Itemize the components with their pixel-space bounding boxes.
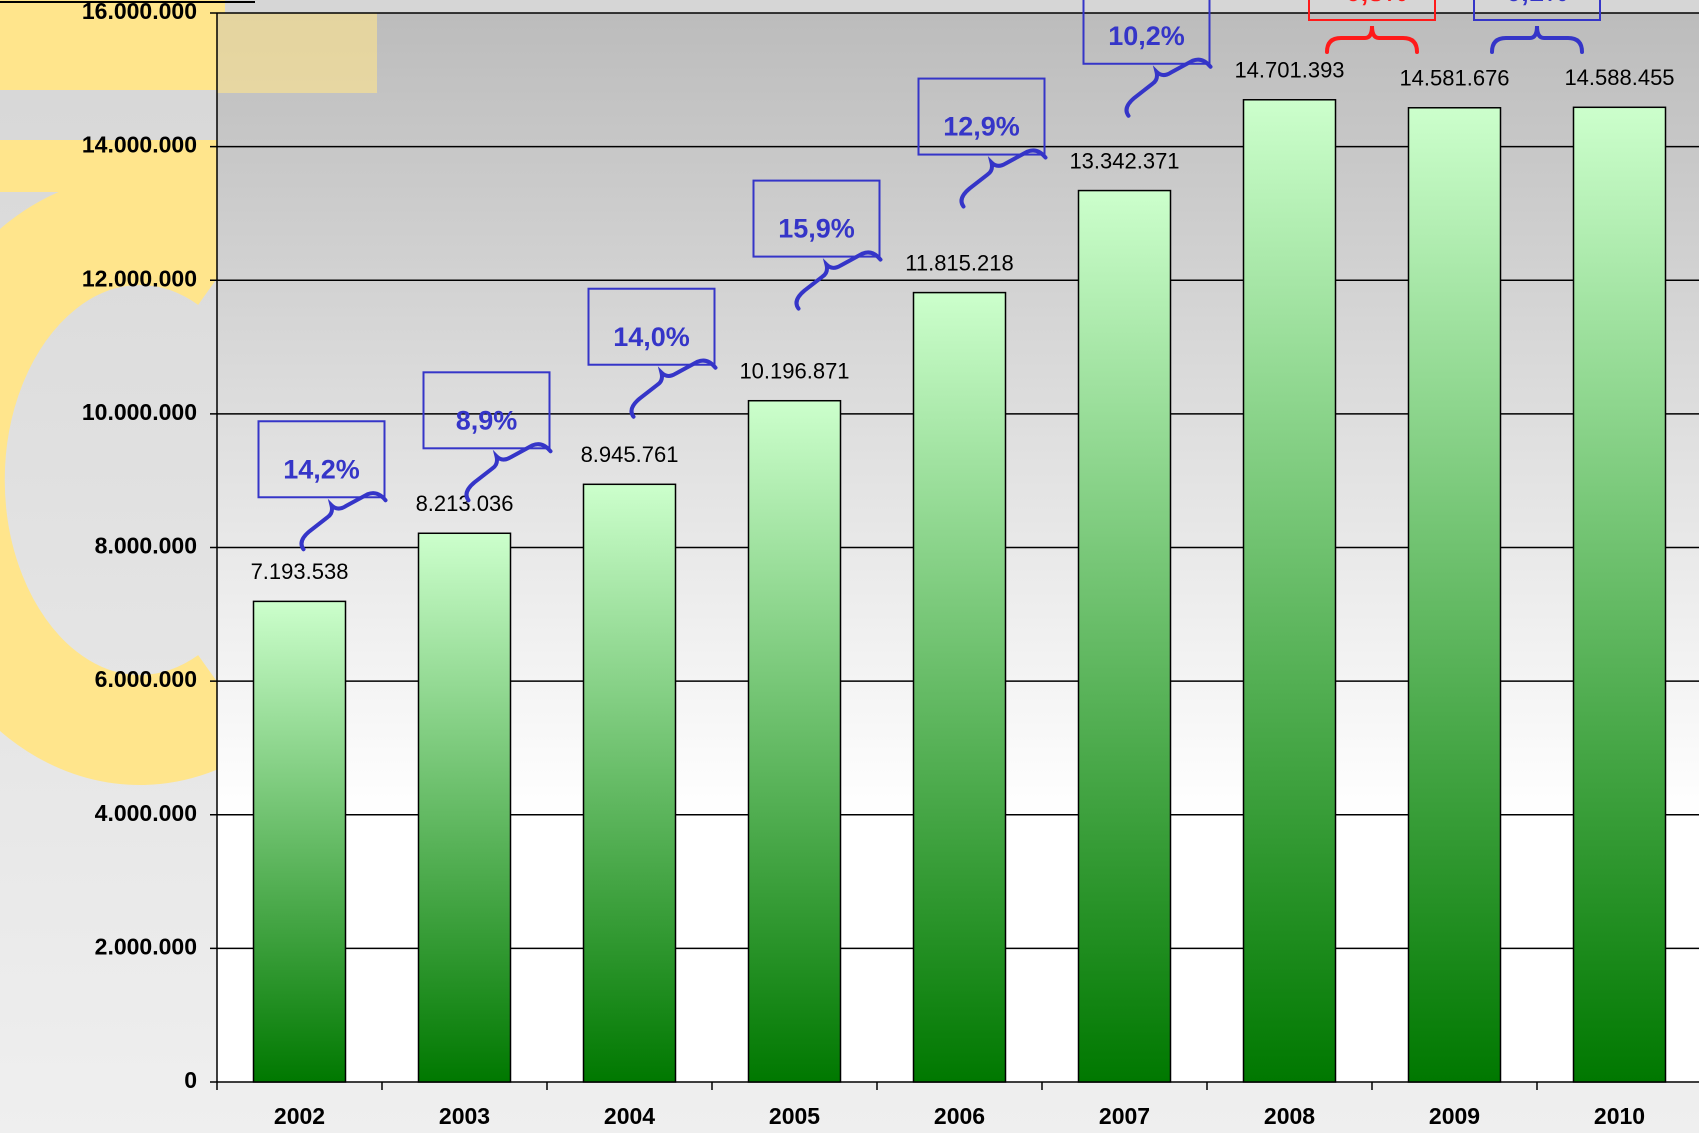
x-tick-label: 2004 <box>604 1103 655 1129</box>
value-label: 7.193.538 <box>251 559 349 584</box>
annotation-label: -0,8% <box>1337 0 1408 7</box>
x-tick-label: 2002 <box>274 1103 325 1129</box>
bar <box>1572 106 1667 1083</box>
annotation-brace <box>794 250 883 311</box>
value-label: 10.196.871 <box>739 359 849 384</box>
x-tick-label: 2010 <box>1594 1103 1645 1129</box>
growth-annotation: 15,9% <box>752 179 883 311</box>
annotation-brace <box>629 358 718 419</box>
annotation-label: 14,0% <box>613 322 690 352</box>
y-tick-label: 6.000.000 <box>95 666 197 692</box>
bar <box>1407 107 1502 1083</box>
y-tick-label: 14.000.000 <box>82 132 197 158</box>
bar <box>417 532 512 1083</box>
bar <box>582 483 677 1083</box>
value-label: 14.701.393 <box>1234 58 1344 83</box>
y-tick-label: 10.000.000 <box>82 399 197 425</box>
annotation-box <box>257 420 386 499</box>
annotation-label: 10,2% <box>1108 21 1185 51</box>
annotation-box <box>1308 0 1436 21</box>
x-tick-label: 2007 <box>1099 1103 1150 1129</box>
x-tick-label: 2009 <box>1429 1103 1480 1129</box>
euro-decoration <box>0 0 262 785</box>
annotation-box <box>917 77 1046 156</box>
y-tick-label: 0 <box>184 1067 197 1093</box>
annotation-brace <box>1325 25 1419 54</box>
annotation-label: 0,1% <box>1506 0 1568 7</box>
growth-annotation: 14,2% <box>257 420 388 552</box>
y-tick-label: 8.000.000 <box>95 533 197 559</box>
value-label: 11.815.218 <box>905 250 1013 275</box>
annotation-brace <box>959 148 1048 209</box>
annotation-label: 12,9% <box>943 112 1020 142</box>
value-label: 8.945.761 <box>581 442 679 467</box>
bar <box>912 291 1007 1083</box>
bar <box>252 600 347 1083</box>
annotation-brace <box>299 491 388 552</box>
bar <box>1077 189 1172 1083</box>
y-tick-label: 2.000.000 <box>95 933 197 959</box>
annotation-label: 15,9% <box>778 214 855 244</box>
y-tick-label: 12.000.000 <box>82 265 197 291</box>
annotation-label: 8,9% <box>456 405 518 435</box>
annotation-box <box>752 179 881 258</box>
value-label: 14.581.676 <box>1399 66 1509 91</box>
x-tick-label: 2006 <box>934 1103 985 1129</box>
growth-annotation: 8,9% <box>422 371 553 503</box>
x-tick-label: 2003 <box>439 1103 490 1129</box>
growth-annotation: 12,9% <box>917 77 1048 209</box>
annotation-box <box>1473 0 1601 21</box>
annotation-box <box>587 287 716 366</box>
value-label: 14.588.455 <box>1564 65 1674 90</box>
bar <box>1242 99 1337 1083</box>
growth-annotation: 10,2% <box>1082 0 1213 118</box>
annotation-brace <box>1490 25 1584 54</box>
growth-annotation: 0,1% <box>1473 0 1601 54</box>
bar <box>747 399 842 1083</box>
annotation-brace <box>464 442 553 503</box>
x-tick-label: 2005 <box>769 1103 820 1129</box>
annotation-box <box>1082 0 1211 65</box>
euro-decoration <box>217 13 377 93</box>
y-tick-label: 4.000.000 <box>95 800 197 826</box>
y-tick-label: 16.000.000 <box>82 0 197 24</box>
annotation-label: 14,2% <box>283 454 360 484</box>
annotation-brace <box>1124 57 1213 118</box>
growth-annotation: 14,0% <box>587 287 718 419</box>
value-label: 13.342.371 <box>1069 148 1179 173</box>
x-tick-label: 2008 <box>1264 1103 1315 1129</box>
annotation-box <box>422 371 551 450</box>
growth-annotation: -0,8% <box>1308 0 1436 54</box>
